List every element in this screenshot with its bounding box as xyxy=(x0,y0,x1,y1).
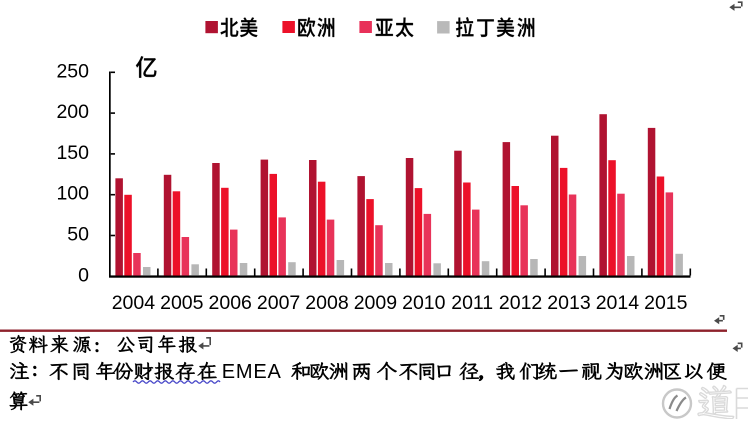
svg-text:2013: 2013 xyxy=(547,292,590,314)
svg-text:50: 50 xyxy=(67,224,89,246)
svg-text:2008: 2008 xyxy=(305,292,348,314)
svg-text:EMEA: EMEA xyxy=(222,361,282,383)
svg-text:2012: 2012 xyxy=(499,292,542,314)
svg-text:0: 0 xyxy=(78,264,89,286)
svg-text:100: 100 xyxy=(56,183,89,205)
svg-text:2011: 2011 xyxy=(451,292,493,314)
svg-text:2015: 2015 xyxy=(644,292,688,314)
svg-text:2009: 2009 xyxy=(354,292,397,314)
svg-text:2010: 2010 xyxy=(402,292,446,314)
svg-text:250: 250 xyxy=(56,60,89,82)
svg-text:200: 200 xyxy=(56,101,89,123)
svg-text:2007: 2007 xyxy=(257,292,300,314)
svg-text:2014: 2014 xyxy=(596,292,640,314)
svg-text:2006: 2006 xyxy=(209,292,252,314)
svg-text:2004: 2004 xyxy=(112,292,156,314)
svg-text:2005: 2005 xyxy=(160,292,204,314)
svg-text:150: 150 xyxy=(56,142,89,164)
